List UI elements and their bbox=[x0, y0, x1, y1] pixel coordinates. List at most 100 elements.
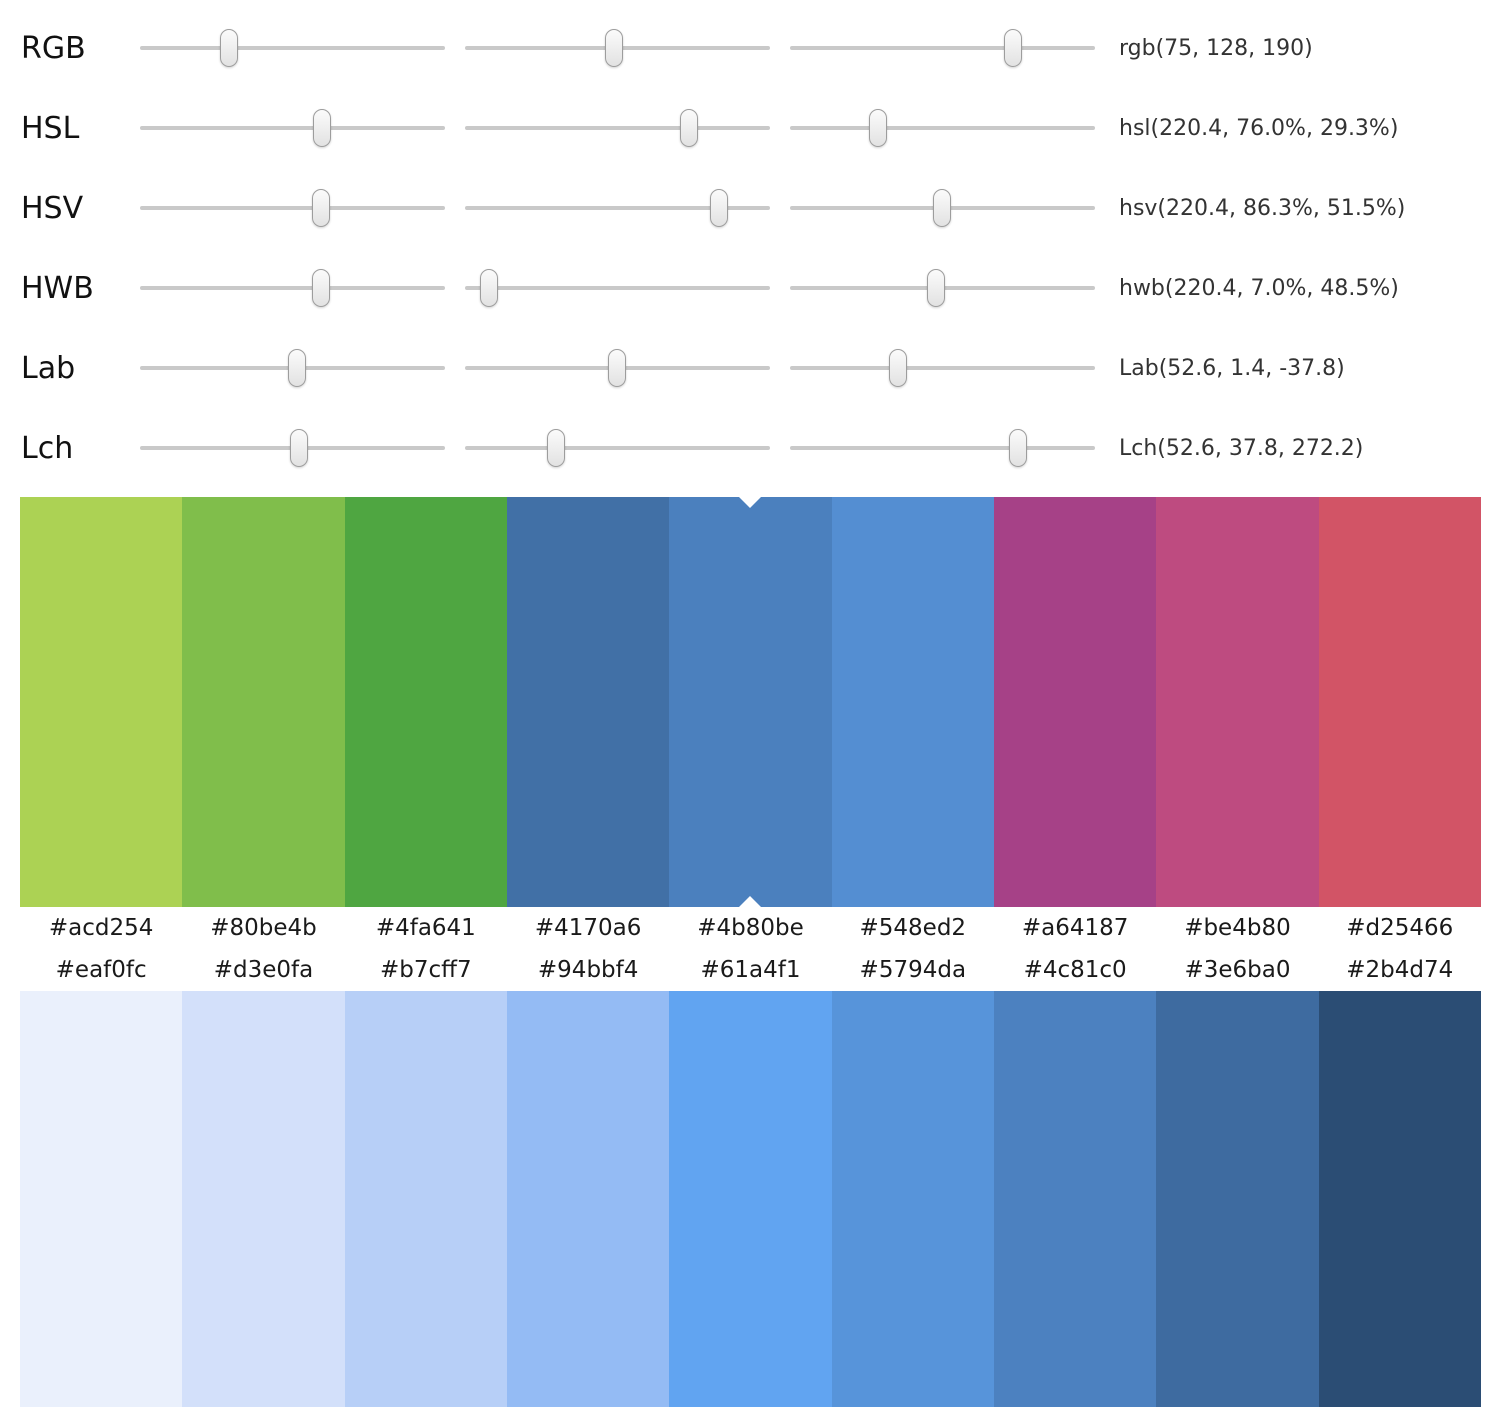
lab-value-text: Lab(52.6, 1.4, -37.8) bbox=[1119, 355, 1345, 381]
lab-slider-track-3[interactable] bbox=[790, 346, 1095, 390]
slider-row-hsl: HSL hsl(220.4, 76.0%, 29.3%) bbox=[0, 88, 1501, 168]
lightness-swatch[interactable] bbox=[182, 991, 345, 1407]
hue-swatch[interactable] bbox=[182, 497, 345, 907]
hex-label: #4170a6 bbox=[534, 915, 642, 941]
lightness-palette bbox=[20, 991, 1481, 1407]
hex-label: #d3e0fa bbox=[213, 957, 314, 983]
hsv-value-text: hsv(220.4, 86.3%, 51.5%) bbox=[1119, 195, 1406, 221]
lab-slider-thumb-3[interactable] bbox=[888, 349, 907, 387]
hex-label: #b7cff7 bbox=[380, 957, 472, 983]
hwb-slider-track-3[interactable] bbox=[790, 266, 1095, 310]
hsv-slider-thumb-2[interactable] bbox=[709, 189, 728, 227]
hue-hex-labels: #acd254 #80be4b #4fa641 #4170a6 #4b80be … bbox=[20, 907, 1481, 949]
hsv-slider-thumb-1[interactable] bbox=[312, 189, 331, 227]
slider-row-hsv: HSV hsv(220.4, 86.3%, 51.5%) bbox=[0, 168, 1501, 248]
hue-palette bbox=[20, 497, 1481, 907]
colorspace-label-rgb: RGB bbox=[21, 30, 86, 66]
lightness-swatch[interactable] bbox=[831, 991, 994, 1407]
hsl-slider-thumb-3[interactable] bbox=[869, 109, 888, 147]
lch-value-text: Lch(52.6, 37.8, 272.2) bbox=[1119, 435, 1364, 461]
lch-tracks bbox=[140, 426, 1095, 470]
lightness-swatch[interactable] bbox=[20, 991, 183, 1407]
hue-swatch-selected[interactable] bbox=[669, 497, 832, 907]
lab-slider-track-1[interactable] bbox=[140, 346, 445, 390]
hex-label: #a64187 bbox=[1021, 915, 1129, 941]
hex-label: #80be4b bbox=[210, 915, 317, 941]
lightness-swatch[interactable] bbox=[1318, 991, 1481, 1407]
rgb-slider-track-3[interactable] bbox=[790, 26, 1095, 70]
lightness-swatch[interactable] bbox=[506, 991, 670, 1407]
rgb-slider-thumb-3[interactable] bbox=[1003, 29, 1022, 67]
colorspace-label-hwb: HWB bbox=[21, 270, 94, 306]
rgb-value-text: rgb(75, 128, 190) bbox=[1119, 35, 1313, 61]
hex-label: #4b80be bbox=[697, 915, 804, 941]
colorspace-label-lch: Lch bbox=[21, 430, 74, 466]
rgb-slider-track-1[interactable] bbox=[140, 26, 445, 70]
hue-swatch[interactable] bbox=[831, 497, 994, 907]
colorspace-label-hsl: HSL bbox=[21, 110, 80, 146]
lch-slider-thumb-2[interactable] bbox=[547, 429, 566, 467]
hsl-slider-track-2[interactable] bbox=[465, 106, 770, 150]
hsl-slider-thumb-1[interactable] bbox=[313, 109, 331, 147]
hue-swatch[interactable] bbox=[1318, 497, 1481, 907]
lightness-swatch[interactable] bbox=[1156, 991, 1319, 1407]
hue-swatch[interactable] bbox=[506, 497, 670, 907]
hex-label: #548ed2 bbox=[859, 915, 967, 941]
hue-swatch[interactable] bbox=[1156, 497, 1319, 907]
hsv-slider-thumb-3[interactable] bbox=[932, 189, 951, 227]
hwb-tracks bbox=[140, 266, 1095, 310]
hsv-slider-track-2[interactable] bbox=[465, 186, 770, 230]
lch-slider-track-3[interactable] bbox=[790, 426, 1095, 470]
rgb-slider-thumb-2[interactable] bbox=[605, 29, 624, 67]
lab-tracks bbox=[140, 346, 1095, 390]
hex-label: #3e6ba0 bbox=[1184, 957, 1291, 983]
colorspace-label-hsv: HSV bbox=[21, 190, 84, 226]
hue-swatch[interactable] bbox=[20, 497, 183, 907]
lab-slider-thumb-1[interactable] bbox=[287, 349, 306, 387]
rgb-slider-track-2[interactable] bbox=[465, 26, 770, 70]
hue-swatch[interactable] bbox=[344, 497, 507, 907]
hex-label: #be4b80 bbox=[1184, 915, 1291, 941]
hwb-slider-thumb-1[interactable] bbox=[312, 269, 331, 307]
hwb-value-text: hwb(220.4, 7.0%, 48.5%) bbox=[1119, 275, 1399, 301]
rgb-tracks bbox=[140, 26, 1095, 70]
hue-swatch[interactable] bbox=[993, 497, 1157, 907]
lightness-swatch[interactable] bbox=[344, 991, 507, 1407]
hwb-slider-thumb-3[interactable] bbox=[927, 269, 946, 307]
lab-slider-track-2[interactable] bbox=[465, 346, 770, 390]
hex-label: #4fa641 bbox=[375, 915, 476, 941]
hsl-slider-track-3[interactable] bbox=[790, 106, 1095, 150]
lch-slider-thumb-1[interactable] bbox=[290, 429, 309, 467]
slider-row-rgb: RGB rgb(75, 128, 190) bbox=[0, 8, 1501, 88]
lightness-swatch[interactable] bbox=[669, 991, 832, 1407]
slider-row-lch: Lch Lch(52.6, 37.8, 272.2) bbox=[0, 408, 1501, 488]
lightness-hex-labels: #eaf0fc #d3e0fa #b7cff7 #94bbf4 #61a4f1 … bbox=[20, 949, 1481, 991]
lightness-swatch[interactable] bbox=[993, 991, 1157, 1407]
lch-slider-track-2[interactable] bbox=[465, 426, 770, 470]
lch-slider-track-1[interactable] bbox=[140, 426, 445, 470]
rgb-slider-thumb-1[interactable] bbox=[219, 29, 238, 67]
hsv-tracks bbox=[140, 186, 1095, 230]
hex-label: #4c81c0 bbox=[1023, 957, 1127, 983]
hex-label: #61a4f1 bbox=[700, 957, 801, 983]
hex-label: #acd254 bbox=[48, 915, 154, 941]
hsl-slider-track-1[interactable] bbox=[140, 106, 445, 150]
hex-label: #d25466 bbox=[1346, 915, 1454, 941]
lch-slider-thumb-3[interactable] bbox=[1008, 429, 1027, 467]
hsl-slider-thumb-2[interactable] bbox=[680, 109, 699, 147]
hex-label: #2b4d74 bbox=[1346, 957, 1454, 983]
slider-row-hwb: HWB hwb(220.4, 7.0%, 48.5%) bbox=[0, 248, 1501, 328]
hsl-tracks bbox=[140, 106, 1095, 150]
colorspace-label-lab: Lab bbox=[21, 350, 76, 386]
hex-label: #5794da bbox=[859, 957, 967, 983]
hwb-slider-thumb-2[interactable] bbox=[480, 269, 498, 307]
colorspace-sliders: RGB rgb(75, 128, 190) HSL hsl(220.4, 76.… bbox=[0, 0, 1501, 488]
hex-label: #94bbf4 bbox=[537, 957, 639, 983]
hex-label: #eaf0fc bbox=[55, 957, 147, 983]
hwb-slider-track-1[interactable] bbox=[140, 266, 445, 310]
hsv-slider-track-3[interactable] bbox=[790, 186, 1095, 230]
hwb-slider-track-2[interactable] bbox=[465, 266, 770, 310]
lab-slider-thumb-2[interactable] bbox=[608, 349, 627, 387]
hsv-slider-track-1[interactable] bbox=[140, 186, 445, 230]
hsl-value-text: hsl(220.4, 76.0%, 29.3%) bbox=[1119, 115, 1399, 141]
